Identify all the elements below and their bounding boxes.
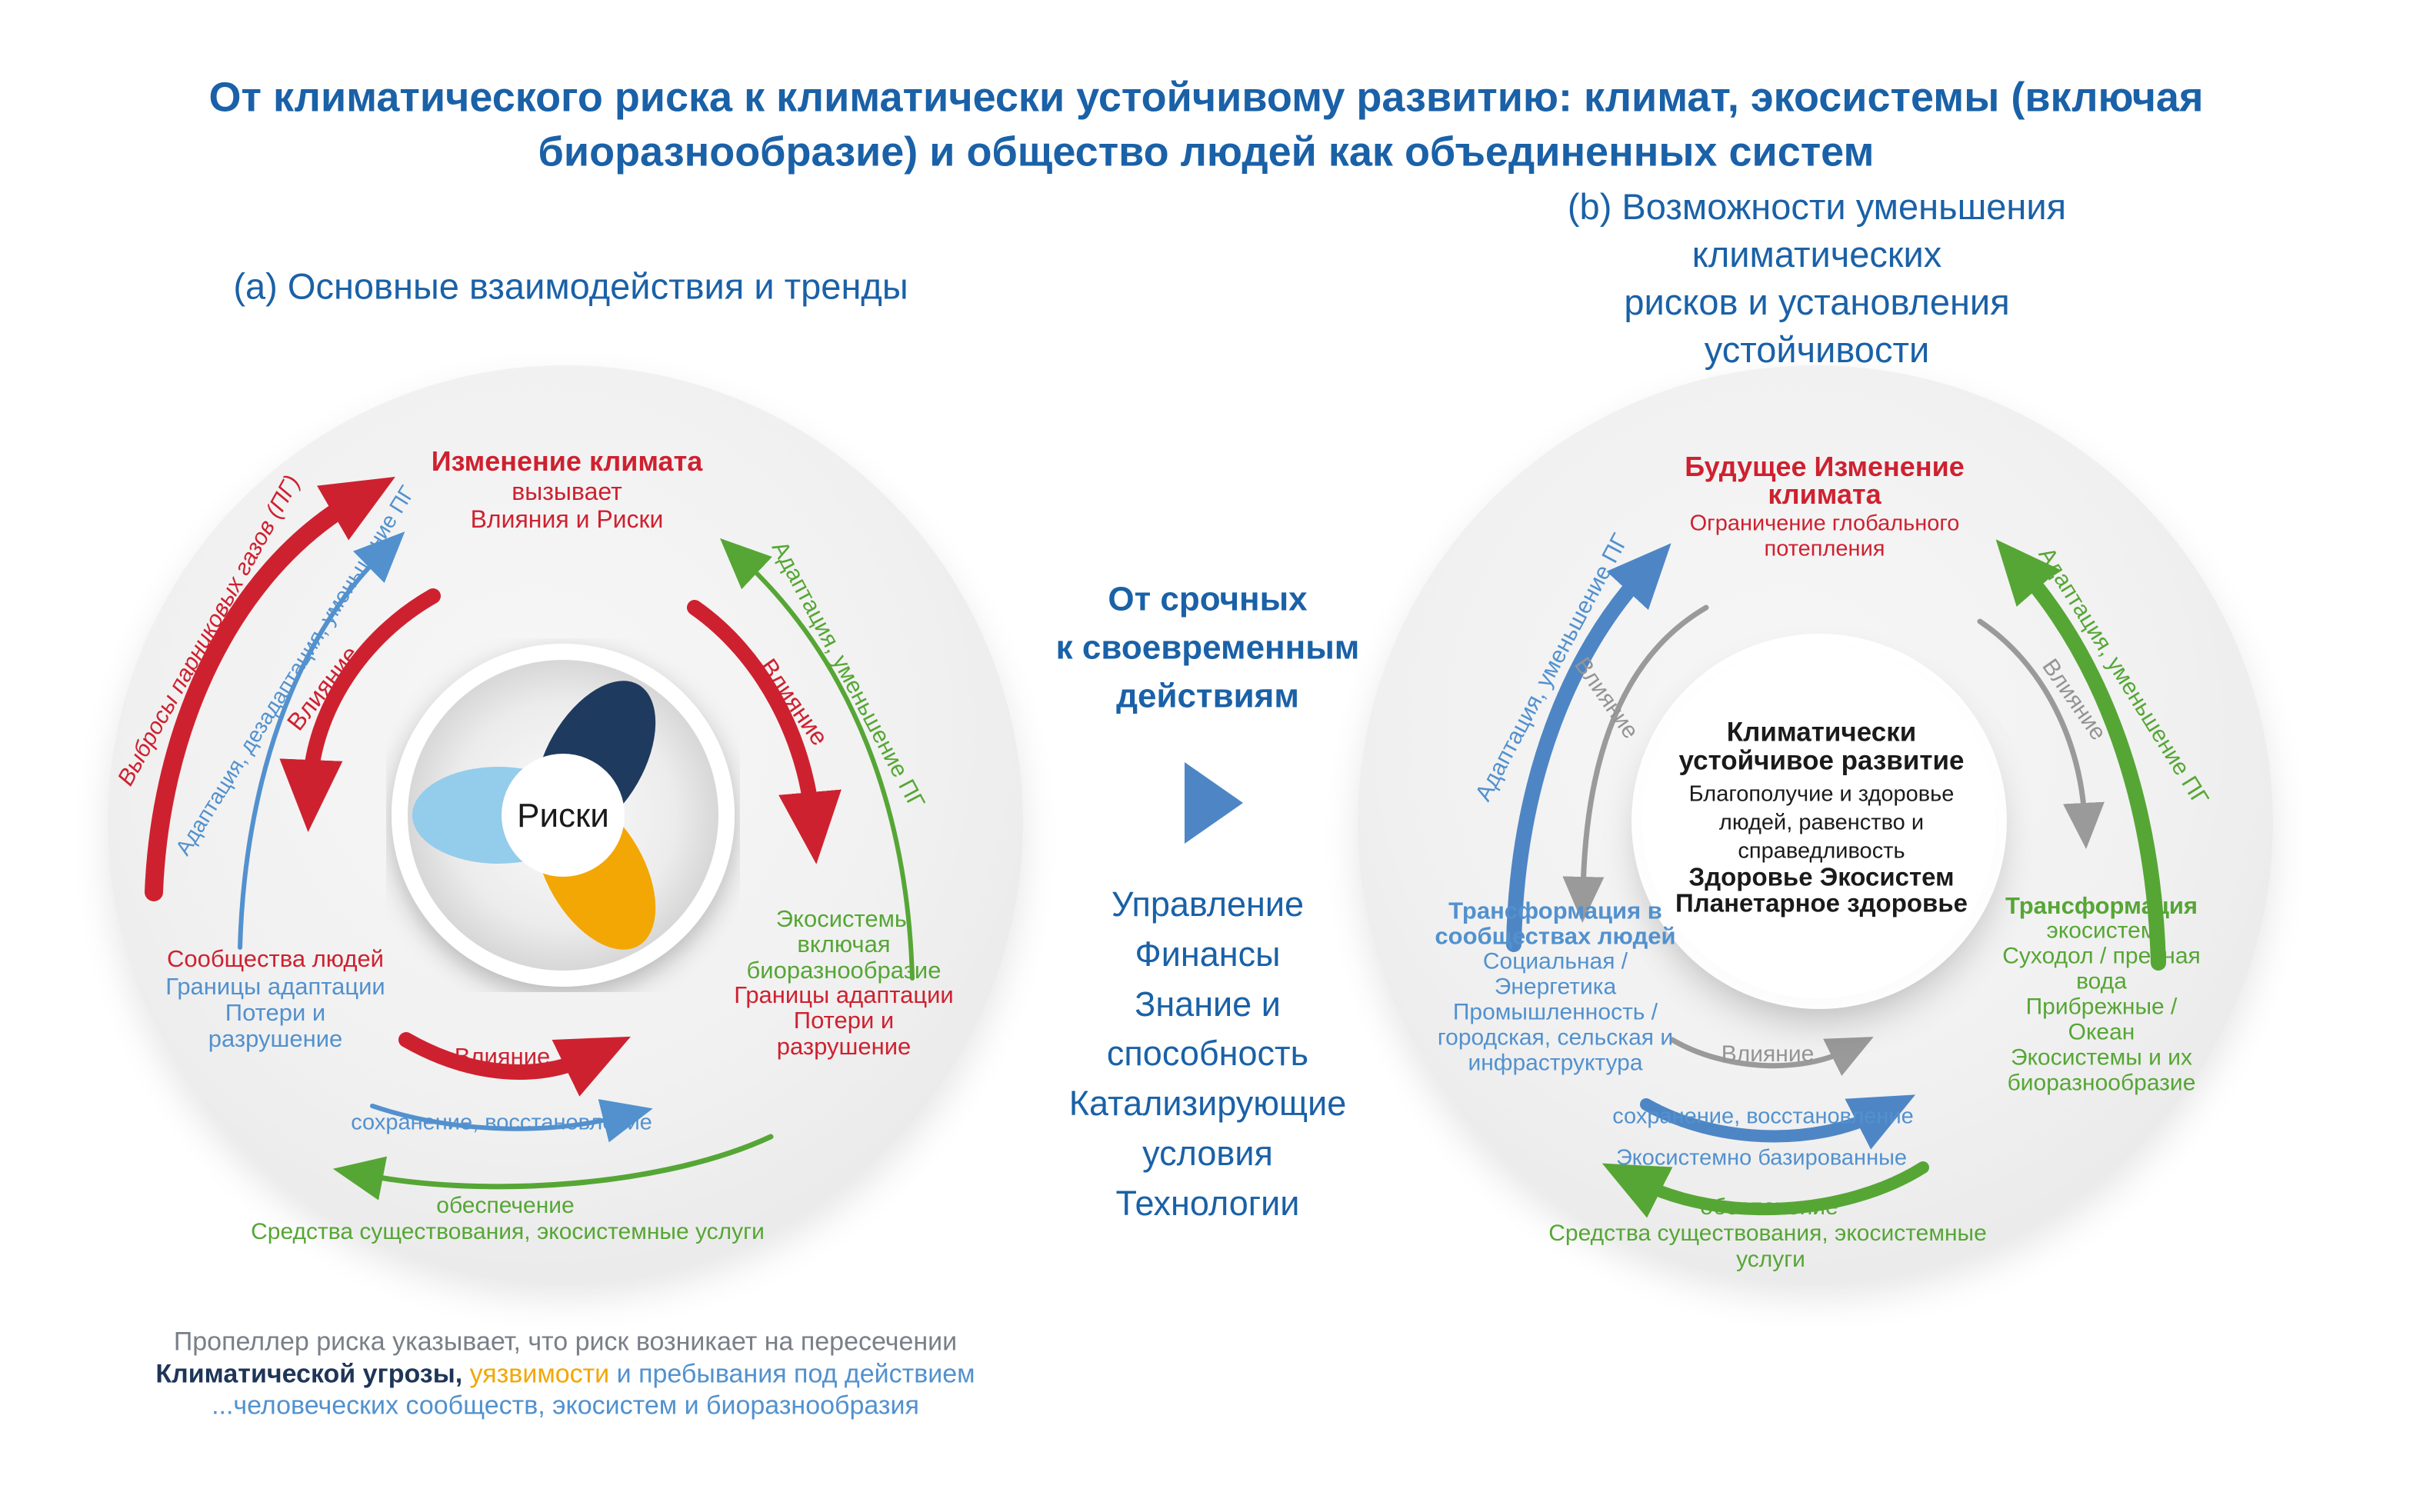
panel-b-subtitle: (b) Возможности уменьшения климатических…	[1567, 185, 2067, 371]
resilient-core-emphasis: Здоровье Экосистем Планетарное здоровье	[1675, 862, 1968, 917]
arrow-conservation-a	[370, 1099, 653, 1143]
risks-label: Риски	[517, 797, 609, 834]
label-provision-a: обеспечение	[436, 1193, 575, 1218]
arrow-influence-bottom-a	[398, 1032, 632, 1097]
human-transformation-title: Трансформация в сообществах людей	[1435, 897, 1676, 949]
future-climate-title: Будущее Изменение климата	[1685, 451, 1965, 510]
ecosystem-transformation-lines: экосистем Суходол / пресная вода Прибреж…	[2002, 918, 2201, 1096]
levers-text: Управление Финансы Знание и способность …	[1068, 884, 1347, 1223]
footnote-line3: ...человеческих сообществ, экосистем и б…	[212, 1390, 919, 1420]
footnote-exposure-text: и пребывания под действием	[616, 1359, 975, 1389]
ecosystem-transformation-title: Трансформация	[2005, 892, 2198, 919]
arrow-adaptation-right-b	[1995, 539, 2166, 971]
ecosystems-title: Экосистемы включая биоразнообразие	[746, 904, 942, 984]
human-transformation-lines: Социальная / Энергетика Промышленность /…	[1437, 948, 1674, 1076]
label-conservation-a: сохранение, восстановление	[351, 1110, 652, 1135]
arrow-influence-bottom-b	[1669, 1037, 1874, 1077]
human-communities-lines: Границы адаптации Потери и разрушение	[165, 972, 385, 1053]
panel-a-subtitle: (a) Основные взаимодействия и тренды	[233, 265, 908, 307]
resilient-core-body: Благополучие и здоровье людей, равенство…	[1688, 781, 1955, 864]
arrow-adaptation-maladaptation	[238, 531, 405, 950]
arrow-adaptation-left-b	[1506, 543, 1671, 952]
ecosystems-lines: Границы адаптации Потери и разрушение	[734, 981, 954, 1060]
arrow-influence-left-a	[279, 588, 441, 832]
arrow-influence-right-b	[1977, 618, 2105, 849]
risk-propeller	[392, 644, 735, 987]
climate-change-lines: вызывает Влияния и Риски	[470, 478, 664, 533]
arrow-provision-b	[1601, 1161, 1929, 1218]
resilient-core-circle	[1642, 644, 1996, 998]
transition-arrow-icon	[1185, 762, 1243, 844]
label-conservation-b: сохранение, восстановление	[1612, 1104, 1914, 1129]
label-provision-b: обеспечение	[1700, 1194, 1838, 1220]
label-livelihoods-a: Средства существования, экосистемные усл…	[251, 1219, 765, 1244]
arrow-influence-right-a	[687, 600, 842, 864]
label-livelihoods-b: Средства существования, экосистемные	[1548, 1221, 1987, 1246]
risk-center-circle	[502, 754, 625, 877]
label-ecosystem-based-b: Экосистемно базированные	[1615, 1145, 1908, 1171]
climate-change-title: Изменение климата	[431, 445, 703, 477]
arrow-conservation-b	[1640, 1094, 1916, 1150]
arrow-ghg-emissions	[145, 476, 395, 901]
human-communities-title: Сообщества людей	[167, 945, 384, 972]
transition-text: От срочных к своевременным действиям	[1055, 580, 1360, 715]
footnote-hazard-text: Климатической угрозы,	[155, 1359, 463, 1389]
arrow-adaptation-ghg-a	[720, 538, 915, 981]
footnote-line2: Климатической угрозы, уязвимости и пребы…	[155, 1360, 975, 1390]
future-climate-subtitle: Ограничение глобального потепления	[1689, 511, 1960, 561]
figure-title: От климатического риска к климатически у…	[208, 74, 2204, 175]
arrow-provision-a	[332, 1134, 774, 1201]
arrow-influence-left-b	[1562, 604, 1709, 923]
footnote-line1: Пропеллер риска указывает, что риск возн…	[173, 1327, 958, 1357]
label-services-b: услуги	[1736, 1247, 1805, 1272]
footnote-vulnerability-text: уязвимости	[469, 1359, 610, 1389]
label-influence-bottom-a: Влияние	[454, 1043, 551, 1070]
label-influence-bottom-b: Влияние	[1721, 1041, 1815, 1067]
resilient-core-title: Климатически устойчивое развитие	[1678, 717, 1965, 775]
